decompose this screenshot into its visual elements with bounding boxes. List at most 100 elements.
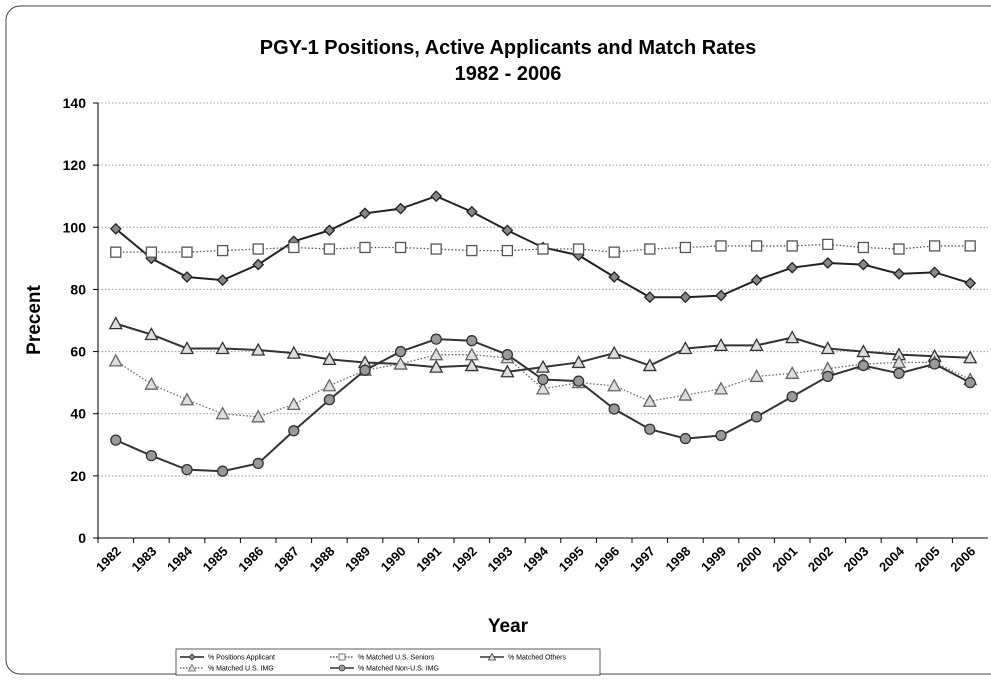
chart-title: PGY-1 Positions, Active Applicants and M… — [260, 37, 756, 59]
series-marker — [322, 351, 337, 365]
series-marker — [110, 434, 122, 446]
y-tick-label: 40 — [70, 406, 86, 422]
series-marker — [821, 257, 834, 269]
series-marker — [181, 246, 193, 258]
x-tick-label: 1994 — [520, 543, 552, 575]
series-marker — [501, 349, 514, 361]
series-marker — [642, 358, 657, 372]
series-marker — [928, 266, 941, 279]
series-marker — [394, 345, 407, 358]
series-marker — [429, 359, 444, 373]
y-tick-label: 60 — [70, 344, 86, 360]
x-tick-label: 1982 — [93, 544, 124, 575]
series-marker — [571, 355, 586, 369]
series-marker — [181, 271, 193, 283]
series-marker — [500, 364, 515, 378]
series-marker — [749, 369, 764, 383]
series-marker — [501, 224, 514, 237]
x-tick-label: 1995 — [556, 544, 587, 575]
series-marker — [893, 243, 905, 255]
series-marker — [466, 335, 478, 347]
series-marker — [144, 376, 159, 390]
series-marker — [713, 337, 729, 352]
series-marker — [785, 365, 800, 379]
series-marker — [109, 222, 122, 235]
x-tick-label: 1991 — [413, 544, 444, 575]
series-marker — [679, 291, 692, 304]
series-marker — [323, 224, 336, 237]
series-marker — [535, 381, 551, 395]
x-tick-label: 2005 — [912, 544, 943, 575]
series-marker — [216, 244, 229, 257]
series-marker — [964, 277, 977, 290]
series-marker — [715, 429, 727, 442]
series-marker — [644, 423, 656, 435]
series-marker — [179, 392, 195, 406]
series-marker — [679, 241, 692, 254]
series-marker — [856, 344, 871, 358]
x-tick-label: 2004 — [876, 543, 908, 575]
series-marker — [928, 358, 941, 370]
series-marker — [963, 350, 978, 364]
series-marker — [857, 258, 870, 271]
y-tick-label: 100 — [63, 219, 87, 235]
x-tick-label: 1987 — [271, 544, 302, 575]
series-marker — [286, 397, 301, 411]
series-marker — [820, 341, 835, 355]
series-marker — [393, 356, 408, 370]
series-marker — [644, 243, 656, 255]
series-marker — [429, 347, 444, 361]
series-marker — [535, 359, 551, 373]
x-axis-label: Year — [488, 616, 529, 637]
series-marker — [679, 432, 692, 445]
x-tick-label: 1998 — [662, 544, 693, 575]
series-marker — [822, 238, 834, 251]
series-marker — [288, 241, 300, 254]
series-marker — [572, 243, 585, 255]
series-marker — [394, 202, 407, 215]
legend-label: % Matched U.S. Seniors — [358, 655, 435, 662]
series-marker — [713, 381, 729, 395]
x-tick-label: 1999 — [698, 544, 729, 575]
y-tick-label: 20 — [70, 468, 86, 484]
series-marker — [750, 274, 763, 287]
series-marker — [643, 291, 656, 304]
x-tick-label: 1989 — [342, 544, 373, 575]
x-tick-label: 1992 — [449, 544, 480, 575]
series-marker — [465, 205, 478, 218]
legend-marker — [487, 652, 497, 661]
legend-label: % Matched Non-U.S. IMG — [358, 666, 439, 673]
x-tick-label: 1984 — [164, 543, 196, 575]
series-marker — [323, 394, 336, 406]
series-marker — [501, 244, 514, 257]
series-marker — [464, 358, 479, 372]
series-marker — [430, 190, 443, 203]
x-tick-label: 2001 — [769, 544, 800, 575]
series-marker — [786, 240, 798, 252]
series-marker — [110, 246, 122, 258]
series-marker — [215, 406, 230, 420]
series-marker — [252, 243, 264, 255]
x-tick-label: 1993 — [484, 544, 515, 575]
series-marker — [252, 457, 264, 470]
series-marker — [893, 267, 905, 280]
legend-label: % Matched U.S. IMG — [208, 666, 274, 673]
series-marker — [893, 367, 905, 379]
series-marker — [145, 450, 158, 462]
series-marker — [857, 241, 870, 254]
series-marker — [323, 243, 336, 255]
x-tick-label: 1983 — [128, 544, 159, 575]
series-marker — [464, 347, 479, 361]
series-marker — [466, 244, 478, 257]
series-marker — [359, 241, 371, 254]
series-marker — [786, 261, 799, 274]
legend-label: % Positions Applicant — [208, 655, 275, 662]
series-marker — [251, 342, 266, 356]
series-marker — [251, 409, 266, 423]
series-marker — [108, 316, 123, 330]
series-marker — [786, 390, 798, 403]
x-tick-label: 1990 — [378, 544, 409, 575]
series-marker — [537, 373, 549, 386]
series-marker — [430, 243, 442, 255]
